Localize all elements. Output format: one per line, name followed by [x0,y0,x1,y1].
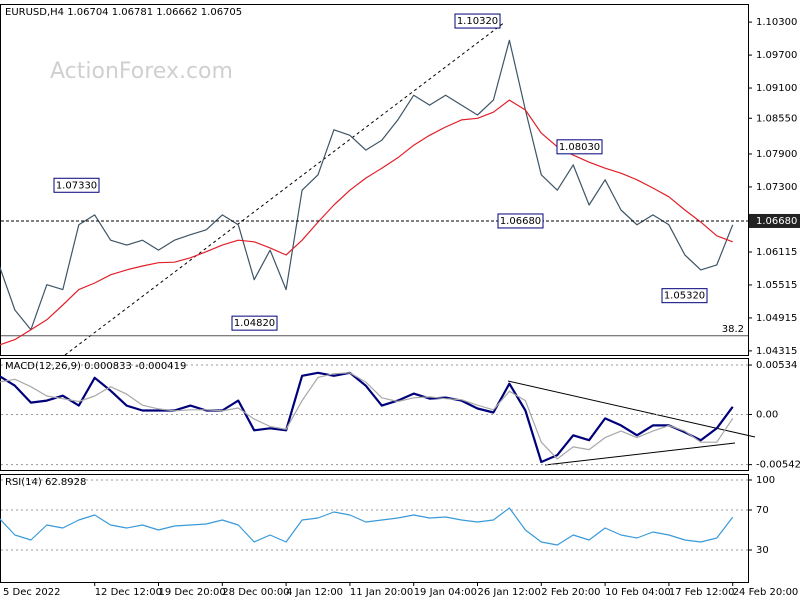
y-tick-label: 1.04315 [756,346,797,357]
price-annotation-label: 1.08030 [559,142,600,153]
panel-title: MACD(12,26,9) 0.000833 -0.000419 [5,361,186,372]
y-tick-label: 30 [756,545,769,556]
x-tick-label: 19 Dec 20:00 [159,587,226,598]
watermark: ActionForex.com [50,59,233,84]
y-tick-label: 0.00 [756,409,778,420]
x-tick-label: 26 Jan 12:00 [478,587,541,598]
x-tick-label: 24 Feb 20:00 [733,587,799,598]
x-tick-label: 17 Feb 12:00 [669,587,735,598]
y-tick-label: 1.07900 [756,149,797,160]
series-line [0,372,734,460]
series-line [0,99,733,346]
price-annotation [231,315,278,331]
panel-frame [0,474,749,583]
x-tick-label: 11 Jan 20:00 [350,587,413,598]
price-annotation-label: 1.06680 [500,216,541,227]
x-tick-label: 12 Dec 12:00 [95,587,162,598]
y-tick-label: 1.05515 [756,280,797,291]
price-annotation-label: 1.07330 [56,180,97,191]
current-price-label: 1.06680 [756,216,797,227]
price-annotation-label: 1.05320 [664,291,705,302]
price-annotation [556,139,603,155]
panel-title: EURUSD,H4 1.06704 1.06781 1.06662 1.0670… [5,7,242,18]
x-tick-label: 10 Feb 04:00 [605,587,671,598]
x-tick-label: 28 Dec 00:00 [222,587,289,598]
y-tick-label: 1.09700 [756,50,797,61]
series-line [0,39,734,331]
fibonacci-label: 38.2 [722,324,744,335]
macd-trendline [507,380,756,438]
current-price-tag [749,213,800,228]
y-tick-label: 1.08550 [756,113,797,124]
y-tick-label: 0.00534 [756,360,797,371]
y-tick-label: 1.04915 [756,313,797,324]
y-tick-label: 1.06115 [756,247,797,258]
panel-frame [0,4,749,356]
price-annotation-label: 1.04820 [234,318,275,329]
macd-trendline [544,442,736,466]
y-tick-label: 1.07300 [756,182,797,193]
panel-title: RSI(14) 62.8928 [5,477,86,488]
series-line [0,507,734,546]
y-tick-label: -0.005421 [756,460,800,471]
x-tick-label: 19 Jan 04:00 [414,587,477,598]
x-tick-label: 4 Jan 12:00 [286,587,343,598]
series-line [0,371,734,464]
x-tick-label: 5 Dec 2022 [3,587,61,598]
price-annotation [661,288,708,304]
price-annotation-label: 1.10320 [457,16,498,27]
y-tick-label: 70 [756,505,769,516]
price-annotation [53,177,100,193]
price-annotation [497,213,544,229]
y-tick-label: 1.10300 [756,17,797,28]
trend-channel [64,21,506,356]
y-tick-label: 1.09100 [756,83,797,94]
x-tick-label: 2 Feb 20:00 [541,587,600,598]
price-annotation [454,13,501,29]
y-tick-label: 100 [756,475,775,486]
